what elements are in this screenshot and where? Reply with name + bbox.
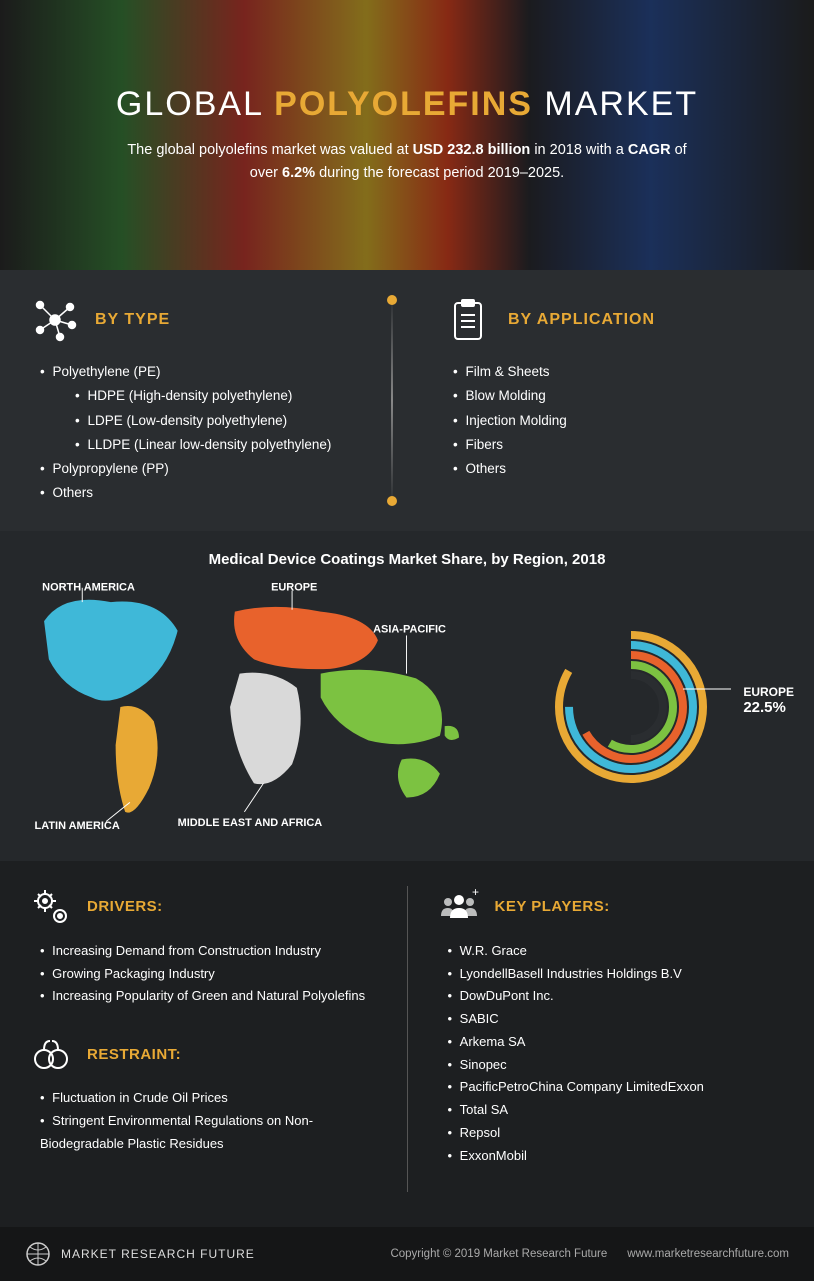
title-accent: POLYOLEFINS (274, 85, 533, 123)
segment-by-type: BY TYPE Polyethylene (PE)HDPE (High-dens… (30, 295, 371, 506)
region-north-america (44, 599, 178, 700)
list-item: LLDPE (Linear low-density polyethylene) (40, 433, 371, 457)
list-item: PacificPetroChina Company LimitedExxon (448, 1076, 785, 1099)
footer: MARKET RESEARCH FUTURE Copyright © 2019 … (0, 1227, 814, 1281)
drivers-block: DRIVERS: Increasing Demand from Construc… (30, 886, 377, 1008)
list-item: Total SA (448, 1099, 785, 1122)
segment-by-application: BY APPLICATION Film & SheetsBlow Molding… (413, 295, 784, 506)
region-latin-america (116, 706, 158, 813)
bottom-section: DRIVERS: Increasing Demand from Construc… (0, 861, 814, 1228)
region-asia-pacific (321, 670, 459, 798)
region-mea (230, 672, 301, 783)
players-list: W.R. GraceLyondellBasell Industries Hold… (438, 940, 785, 1168)
map-title: Medical Device Coatings Market Share, by… (25, 551, 789, 568)
globe-icon (25, 1241, 51, 1267)
region-europe (234, 607, 378, 669)
map-section: Medical Device Coatings Market Share, by… (0, 531, 814, 861)
list-item: Others (40, 481, 371, 505)
drivers-list: Increasing Demand from Construction Indu… (30, 940, 377, 1008)
list-item: Fibers (453, 433, 784, 457)
hero-subtitle: The global polyolefins market was valued… (127, 139, 687, 185)
list-item: LDPE (Low-density polyethylene) (40, 409, 371, 433)
list-item: Polyethylene (PE) (40, 360, 371, 384)
list-item: SABIC (448, 1008, 785, 1031)
restraint-list: Fluctuation in Crude Oil PricesStringent… (30, 1087, 377, 1155)
segment-type-title: BY TYPE (95, 311, 170, 329)
list-item: ExxonMobil (448, 1145, 785, 1168)
donut-chart: EUROPE 22.5% (503, 617, 789, 797)
list-item: Increasing Demand from Construction Indu… (40, 940, 377, 963)
segment-divider (391, 295, 393, 506)
svg-text:+: + (472, 886, 479, 899)
list-item: Film & Sheets (453, 360, 784, 384)
molecule-icon (30, 295, 80, 345)
drivers-title: DRIVERS: (87, 898, 163, 915)
players-title: KEY PLAYERS: (495, 898, 610, 915)
list-item: Polypropylene (PP) (40, 457, 371, 481)
donut-highlight: EUROPE 22.5% (743, 685, 794, 716)
list-item: Blow Molding (453, 384, 784, 408)
label-eu: EUROPE (271, 583, 317, 594)
title-post: MARKET (533, 85, 698, 123)
list-item: W.R. Grace (448, 940, 785, 963)
list-item: Increasing Popularity of Green and Natur… (40, 985, 377, 1008)
page-title: GLOBAL POLYOLEFINS MARKET (116, 85, 698, 124)
world-map: NORTH AMERICA LATIN AMERICA EUROPE MIDDL… (25, 583, 483, 831)
list-item: Sinopec (448, 1054, 785, 1077)
list-item: HDPE (High-density polyethylene) (40, 384, 371, 408)
label-na: NORTH AMERICA (42, 583, 135, 594)
list-item: LyondellBasell Industries Holdings B.V (448, 963, 785, 986)
label-la: LATIN AMERICA (35, 820, 120, 831)
donut-ring (599, 675, 663, 739)
donut-ring (579, 655, 683, 759)
gears-icon (30, 886, 72, 928)
list-item: Arkema SA (448, 1031, 785, 1054)
bottom-divider (407, 886, 408, 1193)
list-item: Injection Molding (453, 409, 784, 433)
label-ap: ASIA-PACIFIC (373, 623, 446, 635)
footer-copyright: Copyright © 2019 Market Research Future (390, 1248, 607, 1260)
footer-url: www.marketresearchfuture.com (627, 1248, 789, 1260)
restraint-title: RESTRAINT: (87, 1046, 181, 1063)
segment-app-title: BY APPLICATION (508, 311, 655, 329)
type-list: Polyethylene (PE)HDPE (High-density poly… (30, 360, 371, 506)
players-block: + KEY PLAYERS: W.R. GraceLyondellBasell … (438, 886, 785, 1168)
list-item: Others (453, 457, 784, 481)
label-mea: MIDDLE EAST AND AFRICA (178, 817, 323, 829)
application-list: Film & SheetsBlow MoldingInjection Moldi… (443, 360, 784, 481)
list-item: Fluctuation in Crude Oil Prices (40, 1087, 377, 1110)
list-item: Stringent Environmental Regulations on N… (40, 1110, 377, 1156)
footer-logo: MARKET RESEARCH FUTURE (25, 1241, 255, 1267)
title-pre: GLOBAL (116, 85, 274, 123)
donut-region: EUROPE (743, 685, 794, 699)
list-item: Repsol (448, 1122, 785, 1145)
list-item: DowDuPont Inc. (448, 985, 785, 1008)
people-icon: + (438, 886, 480, 928)
hero-banner: GLOBAL POLYOLEFINS MARKET The global pol… (0, 0, 814, 270)
footer-brand: MARKET RESEARCH FUTURE (61, 1247, 255, 1261)
handcuffs-icon (30, 1033, 72, 1075)
restraint-block: RESTRAINT: Fluctuation in Crude Oil Pric… (30, 1033, 377, 1155)
segments-section: BY TYPE Polyethylene (PE)HDPE (High-dens… (0, 270, 814, 531)
clipboard-icon (443, 295, 493, 345)
donut-value: 22.5% (743, 699, 794, 716)
list-item: Growing Packaging Industry (40, 963, 377, 986)
